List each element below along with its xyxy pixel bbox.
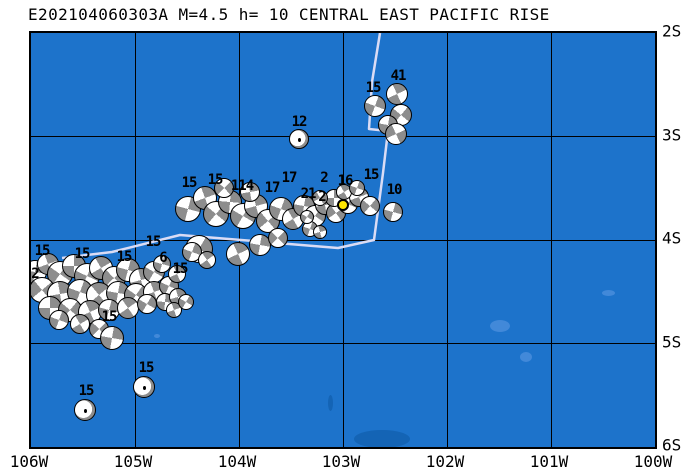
y-axis: 2S 3S 4S 5S 6S (662, 22, 689, 455)
beachball (364, 95, 386, 117)
depth-label: 15 (34, 243, 51, 259)
bathymetry-patch (154, 334, 160, 338)
depth-label: 15 (363, 167, 380, 183)
beachball (178, 294, 194, 310)
depth-label: 41 (390, 68, 407, 84)
beachball (117, 297, 139, 319)
beachball-center-dot (142, 386, 146, 391)
depth-label: 2 (318, 189, 327, 205)
beachball (349, 180, 365, 196)
beachball (70, 314, 90, 334)
beachball (153, 255, 171, 273)
depth-label: 114 (230, 178, 254, 194)
x-axis-label: 101W (529, 452, 569, 471)
depth-label: 12 (291, 114, 308, 130)
depth-label: 17 (281, 170, 298, 186)
beachball (385, 123, 407, 145)
depth-label: 2 (320, 170, 329, 186)
x-axis: 106W 105W 104W 103W 102W 101W 100W (10, 452, 673, 472)
depth-label: 2 (31, 266, 40, 282)
beachball (166, 302, 182, 318)
beachball (268, 228, 288, 248)
beachball (313, 225, 327, 239)
depth-label: 10 (386, 182, 403, 198)
depth-label: 15 (78, 383, 95, 399)
beachball (137, 294, 157, 314)
beachball (226, 242, 250, 266)
beachball (240, 182, 260, 202)
depth-label: 15 (138, 360, 155, 376)
bathymetry-patch (354, 430, 410, 447)
depth-label: 6 (159, 250, 168, 266)
beachball (168, 265, 186, 283)
beachball (198, 251, 216, 269)
depth-label: 15 (145, 234, 162, 250)
y-axis-label: 4S (662, 228, 682, 248)
beachball-center-dot (297, 138, 301, 143)
beachball (360, 196, 380, 216)
y-axis-label: 2S (662, 21, 682, 41)
depth-label: 21 (300, 186, 317, 202)
beachball-center-dot (83, 409, 87, 414)
plate-boundary-line (61, 33, 390, 260)
depth-label: 15 (365, 80, 382, 96)
beachball (300, 210, 314, 224)
event-marker (337, 199, 349, 211)
depth-label: 17 (264, 180, 281, 196)
y-axis-label: 5S (662, 332, 682, 351)
bathymetry-patch (328, 395, 333, 411)
x-axis-label: 103W (321, 452, 361, 471)
y-axis-label: 3S (662, 125, 682, 144)
plot-title: E202104060303A M=4.5 h= 10 CENTRAL EAST … (28, 5, 550, 24)
grid-line-horizontal (31, 343, 655, 344)
y-axis-label: 6S (662, 435, 682, 455)
beachball (386, 83, 408, 105)
map-canvas: 15 41 12 15 15 114 17 17 2 16 15 10 21 2 15 15 15 15 6 15 2 1… (29, 31, 657, 449)
beachball (383, 202, 403, 222)
beachball (312, 190, 328, 206)
beachball (214, 178, 234, 198)
beachball (100, 326, 124, 350)
depth-label: 15 (181, 175, 198, 191)
x-axis-label: 106W (9, 452, 49, 471)
bathymetry-patch (490, 320, 510, 332)
x-axis-label: 105W (113, 452, 153, 471)
depth-label: 15 (207, 172, 224, 188)
bathymetry-patch (520, 352, 532, 362)
grid-line-horizontal (31, 136, 655, 137)
depth-label: 15 (172, 261, 189, 277)
grid-line-horizontal (31, 239, 655, 241)
depth-label: 16 (337, 173, 354, 189)
x-axis-label: 100W (633, 452, 673, 471)
beachball (49, 310, 69, 330)
depth-label: 15 (74, 246, 91, 262)
beachball (289, 129, 309, 149)
depth-label: 15 (101, 309, 118, 325)
beachball (74, 399, 96, 421)
x-axis-label: 104W (217, 452, 257, 471)
x-axis-label: 102W (425, 452, 465, 471)
beachball (133, 376, 155, 398)
depth-label: 15 (116, 249, 133, 265)
bathymetry-patch (602, 290, 615, 296)
plate-boundary (61, 33, 390, 260)
